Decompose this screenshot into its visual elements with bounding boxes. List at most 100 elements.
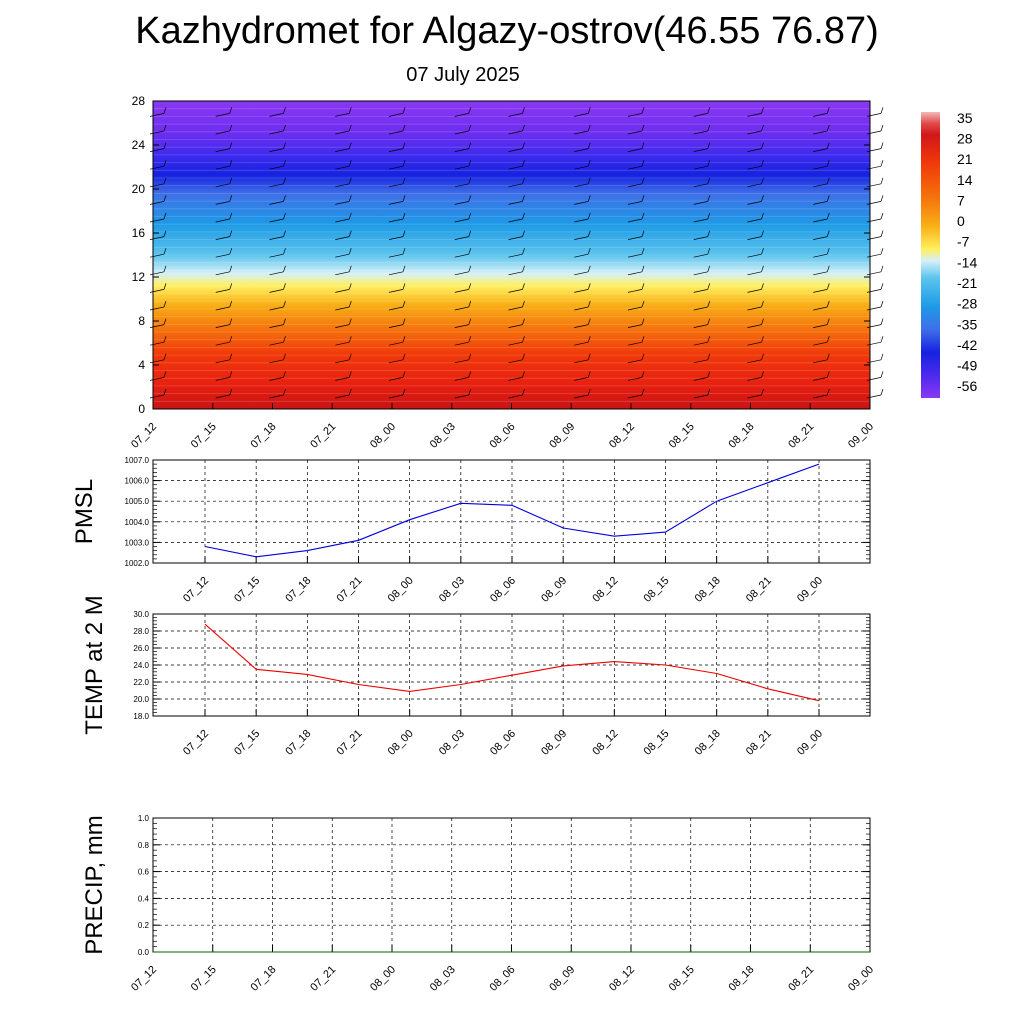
wind-barb (269, 271, 284, 276)
x-tick-label: 08_12 (590, 728, 620, 758)
wind-barb-flag (348, 283, 352, 290)
wind-barb (215, 394, 230, 399)
wind-barb (508, 394, 523, 399)
wind-barb-flag (163, 318, 167, 325)
wind-barb-flag (641, 336, 645, 343)
wind-barb-flag (587, 124, 591, 132)
wind-barb-flag (761, 283, 764, 290)
x-tick-label: 08_03 (437, 728, 467, 758)
wind-barb-flag (468, 265, 472, 272)
wind-barb (627, 253, 643, 258)
y-tick-label: 28.0 (133, 627, 149, 636)
wind-barb (627, 289, 643, 293)
wind-barb-flag (348, 177, 352, 184)
wind-barb (215, 377, 230, 381)
y-tick-label: 0.8 (138, 841, 150, 850)
colorbar-tick-label: 0 (957, 213, 965, 229)
wind-barb-flag (468, 318, 472, 325)
panel-frame (152, 613, 871, 717)
wind-barb-flag (163, 265, 167, 272)
wind-barb (866, 148, 882, 152)
wind-barb (335, 306, 350, 311)
wind-barb (508, 377, 523, 381)
wind-barb-flag (283, 160, 286, 167)
wind-barb-flag (402, 142, 406, 149)
chart-subtitle: 07 July 2025 (406, 64, 520, 86)
wind-barb (215, 341, 230, 346)
x-tick-label: 07_21 (335, 575, 365, 605)
x-tick-label: 08_09 (547, 964, 577, 994)
x-tick-label: 09_00 (795, 728, 825, 758)
wind-barb-flag (587, 353, 591, 360)
wind-barb (149, 306, 165, 311)
x-tick-label: 07_12 (181, 728, 211, 758)
wind-barb-flag (707, 212, 711, 220)
wind-barb (508, 341, 523, 346)
wind-barb (813, 377, 828, 381)
colorbar (921, 112, 940, 398)
wind-barb-flag (826, 283, 830, 290)
wind-barb (269, 289, 284, 293)
wind-barb (215, 148, 230, 152)
wind-barb-flag (468, 248, 472, 255)
wind-barb (454, 394, 469, 399)
y-tick-label: 1.0 (138, 814, 150, 823)
wind-barb-flag (761, 195, 764, 202)
wind-barb (149, 148, 165, 152)
wind-barb (866, 394, 882, 399)
colorbar-tick-label: 7 (957, 192, 965, 208)
wind-barb-flag (229, 353, 233, 360)
wind-barb-flag (880, 388, 884, 396)
wind-barb (866, 201, 882, 205)
wind-barb (693, 271, 708, 276)
x-tick-label: 08_06 (488, 728, 518, 758)
wind-barb (269, 113, 284, 117)
wind-barb (269, 359, 284, 364)
heatmap-x-tick-label: 09_00 (846, 421, 876, 451)
wind-barb-flag (641, 318, 645, 325)
colorbar-tick-label: 35 (957, 110, 973, 126)
wind-barb-flag (283, 107, 286, 114)
heatmap-field (153, 101, 870, 409)
wind-barb (813, 201, 828, 205)
wind-barb-flag (283, 300, 286, 308)
heatmap-y-tick-label: 0 (138, 402, 145, 416)
wind-barb-flag (283, 230, 286, 237)
wind-barb (454, 271, 469, 276)
wind-barb (149, 130, 165, 135)
wind-barb (269, 201, 284, 205)
x-tick-label: 08_18 (727, 964, 757, 994)
wind-barb-flag (163, 353, 167, 360)
y-tick-label: 1004.0 (125, 518, 150, 527)
wind-barb-flag (522, 107, 525, 114)
wind-barb-flag (641, 353, 645, 360)
wind-barb-flag (348, 265, 352, 272)
wind-barb (335, 271, 350, 276)
wind-barb-flag (348, 124, 352, 132)
chart-title: Kazhydromet for Algazy-ostrov(46.55 76.8… (135, 10, 879, 52)
wind-barb-flag (587, 160, 591, 167)
wind-barb (866, 165, 882, 170)
x-tick-label: 07_15 (189, 964, 219, 994)
wind-barb (813, 394, 828, 399)
wind-barb (335, 359, 350, 364)
wind-barb-flag (348, 212, 352, 220)
wind-barb (627, 341, 643, 346)
wind-barb-flag (826, 124, 830, 132)
wind-barb (269, 183, 284, 188)
wind-barb-flag (402, 248, 406, 255)
wind-barb-flag (826, 265, 830, 272)
wind-barb-flag (163, 300, 167, 308)
x-tick-label: 07_21 (335, 728, 365, 758)
wind-barb (866, 306, 882, 311)
wind-barb (574, 324, 589, 328)
wind-barb-flag (163, 195, 167, 202)
heatmap-x-tick-label: 08_03 (428, 421, 458, 451)
wind-barb-flag (880, 177, 884, 184)
wind-barb (269, 306, 284, 311)
wind-barb-flag (468, 283, 472, 290)
wind-barb-flag (587, 212, 591, 220)
wind-barb (813, 341, 828, 346)
y-tick-label: 0.2 (138, 921, 150, 930)
x-tick-label: 07_12 (129, 964, 159, 994)
